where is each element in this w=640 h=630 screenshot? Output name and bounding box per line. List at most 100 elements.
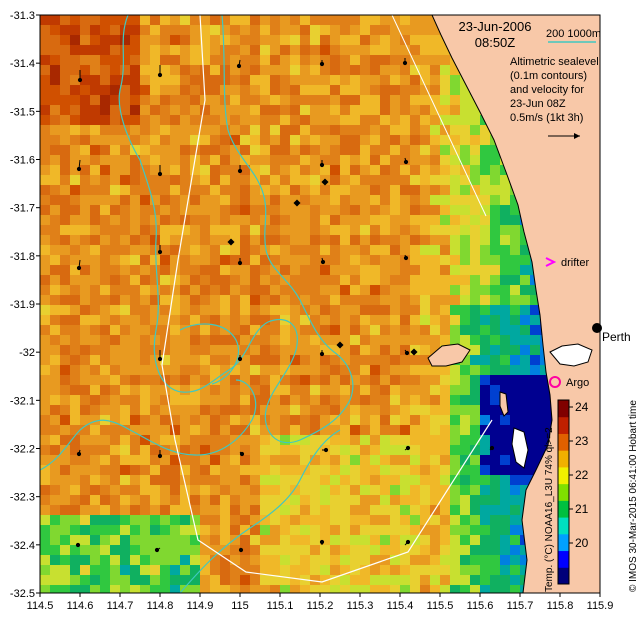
sst-cell <box>210 145 220 155</box>
sst-cell <box>200 415 210 425</box>
sst-cell <box>330 55 340 65</box>
sst-cell <box>50 195 60 205</box>
sst-cell <box>240 465 250 475</box>
sst-cell <box>300 195 310 205</box>
sst-cell <box>360 175 370 185</box>
sst-cell <box>130 555 140 565</box>
sst-cell <box>260 525 270 535</box>
sst-cell <box>90 45 100 55</box>
sst-cell <box>130 275 140 285</box>
sst-cell <box>540 395 550 405</box>
sst-cell <box>480 475 490 485</box>
sst-cell <box>300 315 310 325</box>
sst-cell <box>440 375 450 385</box>
sst-cell <box>260 75 270 85</box>
sst-cell <box>110 505 120 515</box>
sst-cell <box>320 55 330 65</box>
sst-cell <box>490 185 500 195</box>
sst-cell <box>300 205 310 215</box>
sst-cell <box>320 125 330 135</box>
sst-cell <box>250 275 260 285</box>
sst-cell <box>90 265 100 275</box>
sst-cell <box>50 405 60 415</box>
sst-cell <box>120 25 130 35</box>
sst-cell <box>150 215 160 225</box>
sst-cell <box>490 455 500 465</box>
sst-cell <box>100 145 110 155</box>
sst-cell <box>310 15 320 25</box>
sst-cell <box>110 65 120 75</box>
sst-cell <box>350 515 360 525</box>
sst-cell <box>370 245 380 255</box>
sst-cell <box>290 405 300 415</box>
sst-cell <box>130 285 140 295</box>
sst-cell <box>300 405 310 415</box>
sst-cell <box>200 225 210 235</box>
sst-cell <box>40 325 50 335</box>
sst-cell <box>430 345 440 355</box>
sst-cell <box>420 115 430 125</box>
sst-cell <box>170 75 180 85</box>
sst-cell <box>40 545 50 555</box>
sst-cell <box>430 125 440 135</box>
sst-cell <box>300 355 310 365</box>
sst-cell <box>420 95 430 105</box>
sst-cell <box>370 455 380 465</box>
sst-cell <box>50 55 60 65</box>
sst-cell <box>370 255 380 265</box>
isobath-contours <box>40 15 354 593</box>
sst-cell <box>250 565 260 575</box>
sst-cell <box>430 555 440 565</box>
sst-cell <box>420 285 430 295</box>
sst-cell <box>270 345 280 355</box>
sst-cell <box>500 215 510 225</box>
y-axis: -31.3-31.4-31.5-31.6-31.7-31.8-31.9-32-3… <box>10 10 40 600</box>
sst-cell <box>380 85 390 95</box>
sst-cell <box>390 275 400 285</box>
sst-cell <box>190 565 200 575</box>
sst-cell <box>390 575 400 585</box>
sst-cell <box>260 105 270 115</box>
sst-cell <box>130 315 140 325</box>
sst-cell <box>420 565 430 575</box>
sst-cell <box>50 165 60 175</box>
sst-cell <box>110 45 120 55</box>
sst-cell <box>140 475 150 485</box>
sst-cell <box>240 45 250 55</box>
sst-cell <box>490 425 500 435</box>
sst-cell <box>160 385 170 395</box>
sst-cell <box>460 295 470 305</box>
sst-cell <box>400 325 410 335</box>
sst-cell <box>290 255 300 265</box>
sst-cell <box>390 395 400 405</box>
sst-cell <box>100 125 110 135</box>
sst-cell <box>370 155 380 165</box>
sst-cell <box>70 15 80 25</box>
sst-cell <box>90 55 100 65</box>
sst-cell <box>90 485 100 495</box>
sst-cell <box>430 35 440 45</box>
sst-cell <box>120 125 130 135</box>
sst-cell <box>200 105 210 115</box>
sst-cell <box>350 95 360 105</box>
sst-cell <box>240 375 250 385</box>
sst-cell <box>360 335 370 345</box>
sst-cell <box>90 305 100 315</box>
sst-cell <box>330 175 340 185</box>
sst-cell <box>490 195 500 205</box>
sst-cell <box>340 395 350 405</box>
sst-cell <box>300 135 310 145</box>
sst-cell <box>240 315 250 325</box>
sst-cell <box>380 205 390 215</box>
sst-cell <box>260 265 270 275</box>
sst-cell <box>70 415 80 425</box>
sst-cell <box>160 145 170 155</box>
sst-cell <box>300 285 310 295</box>
sst-cell <box>520 255 530 265</box>
sst-cell <box>170 585 180 593</box>
sst-cell <box>70 385 80 395</box>
sst-cell <box>230 305 240 315</box>
sst-cell <box>440 535 450 545</box>
sst-cell <box>460 325 470 335</box>
